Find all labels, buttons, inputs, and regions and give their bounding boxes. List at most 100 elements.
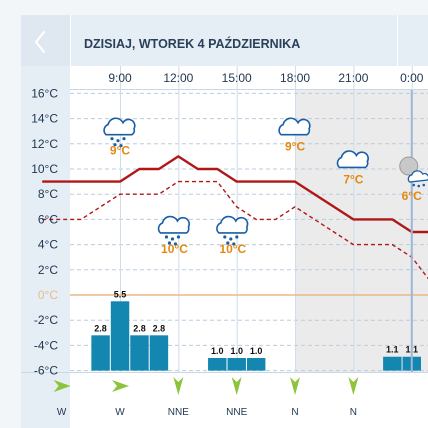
time-tick-label: 15:00 [222, 71, 252, 85]
rain-drop [229, 237, 233, 241]
cloud-shape [216, 215, 249, 234]
precipitation-bar [130, 335, 149, 371]
rain-drop [113, 143, 117, 147]
wind-direction-label: NNE [226, 407, 247, 418]
precipitation-value-label: 5.5 [114, 289, 127, 299]
precipitation-value-label: 2.8 [153, 323, 166, 333]
weather-temperature-label: 9°C [285, 140, 305, 154]
rain-drop [110, 137, 114, 141]
page-title: DZISIAJ, WTOREK 4 PAŹDZIERNIKA [84, 36, 300, 51]
cloud-shape [103, 117, 136, 136]
y-tick-label: 8°C [38, 187, 58, 201]
y-tick-label: 2°C [38, 263, 58, 277]
prev-day-button[interactable] [21, 15, 70, 66]
weather-temperature-label: 7°C [343, 172, 363, 186]
wind-row: W W NNE NNE N N [53, 377, 359, 418]
y-tick-label: 6°C [38, 212, 58, 226]
wind-direction-label: N [350, 407, 357, 418]
night-shade [295, 90, 428, 372]
time-tick-label: 0:00 [400, 71, 424, 85]
time-tick-label: 9:00 [108, 71, 132, 85]
rain-drop [116, 139, 120, 143]
feels-like-temperature-line [42, 180, 428, 280]
rain-drop [164, 235, 169, 239]
wind-arrow-east-icon [112, 380, 129, 392]
cloud-icon [278, 117, 311, 136]
precipitation-bar [149, 335, 169, 371]
rain-drop [417, 184, 421, 188]
precipitation-value-label: 1.0 [211, 346, 224, 356]
wind-direction-label: W [57, 407, 67, 418]
rain-drop [235, 235, 239, 239]
arrow-shape [290, 377, 301, 395]
y-tick-label: 16°C [31, 86, 58, 100]
rain-drop [170, 237, 175, 241]
temperature-lines [42, 90, 428, 372]
y-tick-label: -2°C [34, 313, 58, 327]
precipitation-value-label: 2.8 [94, 323, 107, 333]
cloud-shape [407, 170, 428, 183]
wind-row-axis-panel [21, 372, 70, 428]
y-tick-label: 0°C [38, 288, 58, 302]
precipitation-value-label: 1.1 [386, 345, 399, 355]
weather-temperature-label: 9°C [110, 144, 130, 158]
precipitation-bars: 2.85.52.82.81.01.01.01.11.1 [91, 289, 421, 371]
rain-drop [223, 235, 227, 239]
wind-direction-label: W [115, 407, 125, 418]
y-tick-label: 14°C [31, 112, 58, 126]
precipitation-value-label: 1.0 [230, 346, 243, 356]
arrow-shape [173, 377, 184, 395]
rain-cloud-icon [216, 215, 249, 246]
wind-direction-label: NNE [168, 407, 189, 418]
left-gutter [0, 15, 21, 428]
wind-row-background [70, 372, 428, 428]
y-tick-label: 12°C [31, 137, 58, 151]
precipitation-bar [91, 335, 110, 371]
rain-drop [232, 242, 236, 246]
rain-drop [119, 144, 123, 148]
precipitation-bar [383, 356, 402, 371]
rain-drop [422, 183, 426, 187]
wind-direction-label: N [291, 407, 298, 418]
precipitation-bar [110, 301, 130, 371]
time-tick-label: 12:00 [163, 71, 193, 85]
precipitation-bar [208, 358, 227, 371]
cloud-icon [336, 150, 369, 169]
rain-drop [167, 241, 172, 245]
precipitation-bar [227, 358, 246, 371]
wind-arrow-south-icon [231, 377, 242, 395]
wind-arrow-east-icon [53, 380, 71, 392]
weather-temperature-label: 10°C [219, 242, 246, 256]
rain-drop [176, 235, 181, 239]
time-tick-label: 18:00 [280, 71, 310, 85]
precipitation-value-label: 1.0 [250, 346, 263, 356]
rain-drop [226, 241, 230, 245]
arrow-shape [53, 380, 71, 392]
moon-shape [399, 156, 419, 176]
chevron-left-icon [34, 30, 46, 54]
rain-drop [412, 183, 416, 187]
weather-icons: 9°C10°C10°C9°C7°C6°C4 [103, 117, 428, 256]
arrow-shape [348, 377, 359, 395]
chart-axes: 16°C 14°C 12°C 10°C 8°C 6°C 4°C 2°C 0°C -2°C -4°C -… [31, 71, 424, 378]
rain-cloud-icon [103, 117, 136, 148]
weather-temperature-label: 6°C [402, 189, 422, 203]
cloud-shape [336, 150, 369, 169]
arrow-shape [112, 380, 129, 392]
precipitation-value-label: 2.8 [133, 323, 146, 333]
precipitation-bar [246, 358, 266, 371]
weather-temperature-label: 10°C [161, 242, 188, 256]
wind-arrow-south-icon [348, 377, 359, 395]
y-tick-label: 10°C [31, 162, 58, 176]
rain-drop [173, 242, 178, 246]
wind-arrow-south-icon [290, 377, 301, 395]
rain-drop [122, 137, 126, 141]
cloud-shape [157, 215, 190, 234]
wind-arrow-south-icon [173, 377, 184, 395]
header-bar [21, 15, 428, 66]
arrow-shape [231, 377, 242, 395]
y-tick-label: -4°C [34, 338, 58, 352]
time-tick-label: 21:00 [338, 71, 368, 85]
cloud-shape [278, 117, 311, 136]
